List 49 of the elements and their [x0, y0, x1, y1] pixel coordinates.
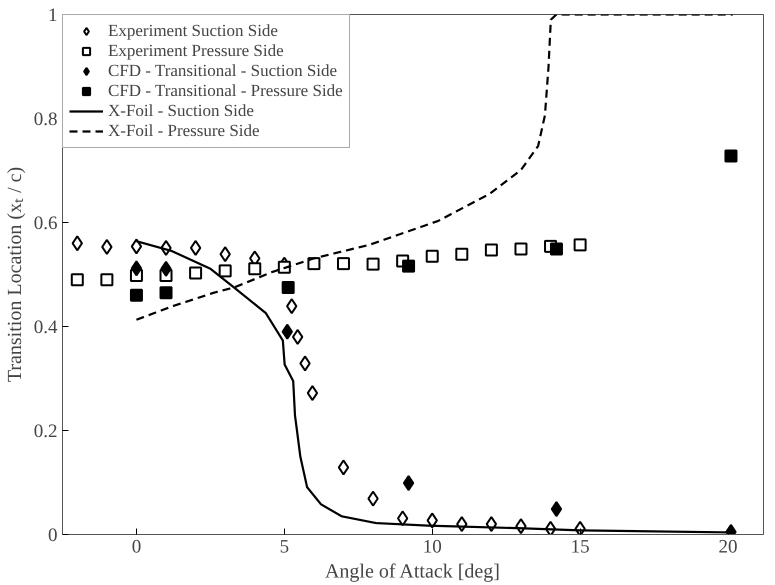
legend-label: X-Foil - Suction Side — [108, 101, 254, 121]
legend-label: Experiment Pressure Side — [108, 41, 284, 61]
y-tick-label: 0.4 — [34, 317, 58, 338]
point — [484, 244, 498, 257]
point — [426, 250, 439, 263]
point — [338, 459, 350, 476]
point — [292, 328, 304, 345]
legend-label: CFD - Transitional - Suction Side — [108, 61, 338, 81]
point — [366, 258, 380, 271]
point — [160, 260, 172, 277]
point — [100, 273, 114, 286]
x-tick-label: 10 — [422, 536, 442, 558]
point — [396, 510, 408, 526]
point — [402, 260, 416, 273]
y-tick-label: 0.8 — [34, 109, 58, 130]
point — [130, 238, 142, 254]
point — [248, 262, 262, 276]
y-tick-label: 0.2 — [34, 421, 58, 442]
point — [160, 286, 173, 300]
point — [101, 238, 113, 255]
legend-label: CFD - Transitional - Pressure Side — [108, 81, 343, 101]
point — [514, 242, 528, 256]
y-axis-title: Transition Location (xₜ / c) — [4, 166, 26, 382]
x-tick-label: 15 — [570, 536, 590, 558]
point — [336, 257, 350, 270]
point — [574, 238, 587, 252]
point — [724, 149, 738, 162]
legend-label: X-Foil - Pressure Side — [108, 121, 260, 141]
point — [218, 264, 232, 278]
point — [189, 266, 202, 280]
y-tick-label: 1 — [48, 5, 58, 26]
x-tick-label: 0 — [132, 536, 142, 558]
point — [455, 248, 468, 261]
point — [299, 355, 311, 372]
legend-label: Experiment Suction Side — [108, 21, 278, 41]
x-tick-label: 5 — [280, 536, 290, 558]
point — [190, 240, 202, 256]
point — [402, 475, 414, 492]
point — [70, 273, 84, 286]
point — [282, 281, 295, 294]
point — [130, 260, 142, 276]
point — [550, 242, 563, 256]
point — [130, 288, 143, 302]
point — [306, 385, 318, 402]
x-tick-label: 20 — [718, 536, 738, 558]
point — [367, 490, 379, 507]
point — [550, 501, 562, 518]
y-tick-label: 0.6 — [34, 213, 58, 234]
x-axis-title: Angle of Attack [deg] — [324, 560, 500, 582]
